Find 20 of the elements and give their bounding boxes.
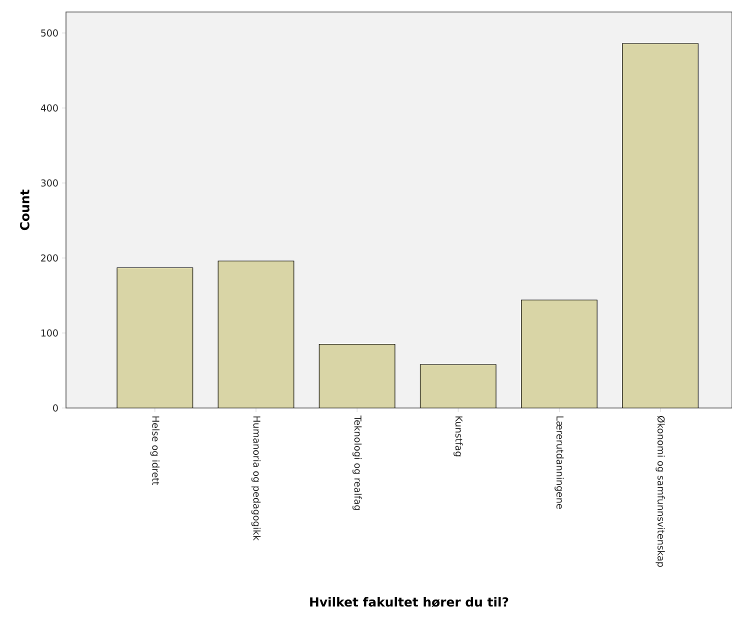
bar bbox=[318, 344, 396, 408]
bar bbox=[521, 300, 598, 408]
x-tick-label: Lærerutdanningene bbox=[554, 416, 564, 509]
y-tick-label: 500 bbox=[41, 29, 58, 37]
y-axis-title: Count bbox=[20, 190, 30, 230]
y-tick-label: 0 bbox=[53, 404, 58, 412]
y-tick-label: 400 bbox=[40, 104, 58, 112]
x-axis-title: Hvilket fakultet hører du til? bbox=[310, 597, 508, 608]
y-tick-label: 300 bbox=[41, 179, 58, 187]
bar bbox=[218, 260, 294, 408]
x-tick-label: Helse og idrett bbox=[150, 416, 160, 485]
x-tick-label: Økonomi og samfunnsvitenskap bbox=[656, 416, 665, 567]
bar bbox=[622, 43, 698, 408]
y-tick-label: 200 bbox=[41, 254, 58, 262]
bar bbox=[420, 364, 496, 408]
bar bbox=[116, 267, 194, 408]
y-tick-label: 100 bbox=[41, 329, 58, 337]
x-tick-label: Kunstfag bbox=[454, 416, 463, 456]
x-tick-label: Teknologi og realfag bbox=[352, 415, 362, 510]
x-tick-label: Humanoria og pedagogikk bbox=[251, 416, 261, 541]
